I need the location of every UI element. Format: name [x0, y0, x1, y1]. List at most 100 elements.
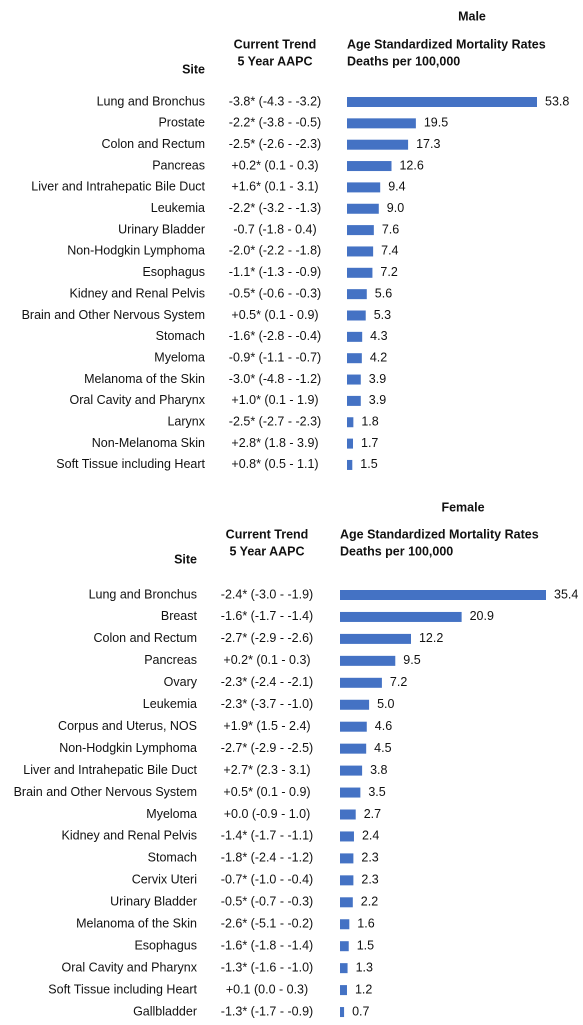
site-label: Non-Melanoma Skin	[92, 436, 205, 450]
site-label: Ovary	[164, 675, 198, 689]
site-label: Prostate	[158, 116, 205, 130]
site-label: Myeloma	[154, 350, 205, 364]
value-label: 0.7	[352, 1004, 369, 1018]
site-header: Site	[182, 62, 205, 76]
trend-label: -0.7 (-1.8 - 0.4)	[233, 222, 316, 236]
bar	[347, 161, 392, 172]
bar	[347, 118, 416, 129]
trend-header: Current Trend	[234, 37, 317, 51]
value-label: 2.3	[361, 851, 378, 865]
value-label: 17.3	[416, 137, 440, 151]
value-label: 53.8	[545, 94, 569, 108]
trend-label: +1.0* (0.1 - 1.9)	[231, 393, 318, 407]
site-label: Soft Tissue including Heart	[56, 457, 205, 471]
trend-label: +2.7* (2.3 - 3.1)	[223, 763, 310, 777]
value-label: 20.9	[470, 609, 494, 623]
bar	[347, 353, 362, 364]
value-label: 7.2	[390, 675, 407, 689]
site-label: Melanoma of the Skin	[84, 372, 205, 386]
bar	[340, 853, 354, 864]
value-header: Age Standardized Mortality Rates	[347, 37, 546, 51]
bar	[347, 289, 367, 300]
trend-label: -0.5* (-0.6 - -0.3)	[229, 286, 321, 300]
value-label: 3.9	[369, 372, 386, 386]
value-label: 2.3	[361, 873, 378, 887]
site-label: Oral Cavity and Pharynx	[62, 960, 198, 974]
trend-header: 5 Year AAPC	[229, 544, 304, 558]
bar	[347, 417, 354, 428]
site-label: Kidney and Renal Pelvis	[62, 829, 198, 843]
bar	[340, 941, 349, 952]
bar	[340, 875, 354, 886]
bar	[340, 963, 348, 974]
site-label: Leukemia	[151, 201, 205, 215]
value-header: Deaths per 100,000	[347, 54, 460, 68]
bar	[347, 203, 379, 214]
trend-label: +0.2* (0.1 - 0.3)	[223, 653, 310, 667]
bar	[347, 310, 366, 321]
value-label: 5.3	[374, 308, 391, 322]
bar	[347, 182, 381, 193]
value-label: 5.0	[377, 697, 394, 711]
bar	[347, 374, 361, 385]
trend-label: -1.8* (-2.4 - -1.2)	[221, 851, 313, 865]
trend-label: +2.8* (1.8 - 3.9)	[231, 436, 318, 450]
site-label: Urinary Bladder	[118, 222, 205, 236]
value-label: 9.0	[387, 201, 404, 215]
bar	[340, 677, 382, 688]
site-label: Oral Cavity and Pharynx	[70, 393, 206, 407]
trend-label: +1.6* (0.1 - 3.1)	[231, 180, 318, 194]
value-label: 1.5	[360, 457, 377, 471]
trend-label: -2.5* (-2.6 - -2.3)	[229, 137, 321, 151]
value-label: 9.4	[388, 180, 405, 194]
value-label: 3.5	[368, 785, 385, 799]
site-label: Stomach	[156, 329, 205, 343]
site-header: Site	[174, 552, 197, 566]
site-label: Lung and Bronchus	[97, 94, 205, 108]
value-label: 3.9	[369, 393, 386, 407]
trend-label: -2.0* (-2.2 - -1.8)	[229, 244, 321, 258]
site-label: Non-Hodgkin Lymphoma	[67, 244, 205, 258]
site-label: Soft Tissue including Heart	[48, 982, 197, 996]
site-label: Cervix Uteri	[132, 873, 197, 887]
trend-label: +0.5* (0.1 - 0.9)	[231, 308, 318, 322]
value-header: Deaths per 100,000	[340, 544, 453, 558]
trend-label: -3.8* (-4.3 - -3.2)	[229, 94, 321, 108]
value-label: 2.2	[361, 895, 378, 909]
site-label: Lung and Bronchus	[89, 587, 197, 601]
site-label: Pancreas	[144, 653, 197, 667]
trend-label: -2.6* (-5.1 - -0.2)	[221, 917, 313, 931]
value-label: 7.2	[380, 265, 397, 279]
value-label: 1.5	[357, 938, 374, 952]
trend-label: -1.6* (-2.8 - -0.4)	[229, 329, 321, 343]
value-label: 35.4	[554, 587, 578, 601]
value-label: 9.5	[403, 653, 420, 667]
trend-label: -1.6* (-1.7 - -1.4)	[221, 609, 313, 623]
site-label: Gallbladder	[133, 1004, 197, 1018]
trend-label: -1.4* (-1.7 - -1.1)	[221, 829, 313, 843]
value-label: 1.8	[361, 415, 378, 429]
trend-label: +0.8* (0.5 - 1.1)	[231, 457, 318, 471]
bar	[340, 699, 370, 710]
site-label: Pancreas	[152, 158, 205, 172]
trend-label: +1.9* (1.5 - 2.4)	[223, 719, 310, 733]
site-label: Stomach	[148, 851, 197, 865]
trend-label: -2.3* (-3.7 - -1.0)	[221, 697, 313, 711]
site-label: Colon and Rectum	[101, 137, 205, 151]
site-label: Esophagus	[134, 938, 197, 952]
site-label: Colon and Rectum	[93, 631, 197, 645]
value-label: 4.6	[375, 719, 392, 733]
site-label: Brain and Other Nervous System	[14, 785, 197, 799]
value-label: 1.6	[357, 917, 374, 931]
value-label: 1.7	[361, 436, 378, 450]
bar	[340, 787, 361, 798]
bar	[347, 395, 361, 406]
trend-label: -2.4* (-3.0 - -1.9)	[221, 587, 313, 601]
trend-label: +0.1 (0.0 - 0.3)	[226, 982, 308, 996]
site-label: Myeloma	[146, 807, 197, 821]
trend-label: -2.7* (-2.9 - -2.6)	[221, 631, 313, 645]
trend-label: -1.3* (-1.7 - -0.9)	[221, 1004, 313, 1018]
trend-label: +0.2* (0.1 - 0.3)	[231, 158, 318, 172]
bar	[340, 985, 347, 996]
value-label: 1.3	[356, 960, 373, 974]
